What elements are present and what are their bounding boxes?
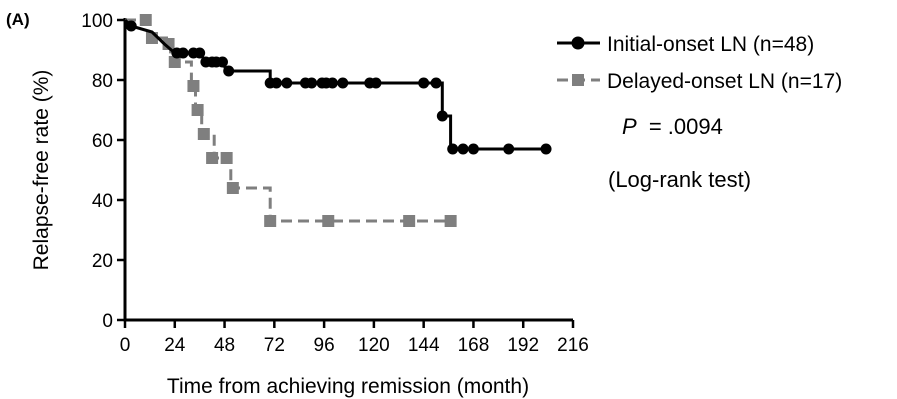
point-initial-12 (281, 77, 293, 89)
x-tick-label-24: 24 (164, 335, 186, 356)
point-initial-27 (503, 143, 515, 155)
y-tick-label-40: 40 (92, 191, 113, 212)
y-tick-label-80: 80 (92, 71, 113, 92)
legend-item-delayed: Delayed-onset LN (n=17) (557, 70, 842, 93)
x-tick-label-216: 216 (557, 335, 589, 356)
point-delayed-9 (226, 182, 239, 194)
x-tick-label-48: 48 (214, 335, 235, 356)
point-initial-18 (337, 77, 349, 89)
point-initial-20 (370, 77, 382, 89)
point-delayed-10 (264, 215, 277, 227)
legend-label-delayed: Delayed-onset LN (n=17) (607, 70, 842, 93)
point-delayed-2 (162, 38, 175, 50)
point-initial-22 (430, 77, 442, 89)
point-initial-4 (194, 47, 206, 59)
y-tick-label-100: 100 (81, 11, 113, 32)
legend: Initial-onset LN (n=48) Delayed-onset LN… (557, 33, 842, 93)
y-tick-label-20: 20 (92, 251, 113, 272)
point-initial-26 (467, 143, 479, 155)
point-initial-2 (177, 47, 189, 59)
point-initial-11 (270, 77, 282, 89)
point-initial-17 (326, 77, 338, 89)
y-tick-label-60: 60 (92, 131, 113, 152)
p-value-text: = .0094 (649, 114, 723, 139)
point-delayed-7 (206, 152, 219, 164)
x-tick-label-0: 0 (120, 335, 131, 356)
point-delayed-8 (220, 152, 233, 164)
svg-text:P = .0094: P = .0094 (622, 114, 723, 139)
y-tick-label-0: 0 (102, 311, 113, 332)
point-delayed-11 (322, 215, 335, 227)
point-delayed-13 (444, 215, 457, 227)
point-initial-14 (306, 77, 318, 89)
point-initial-8 (216, 56, 228, 68)
x-tick-label-192: 192 (507, 335, 539, 356)
point-delayed-3 (168, 56, 181, 68)
point-delayed-0 (139, 14, 152, 26)
legend-marker-delayed (572, 74, 584, 86)
point-initial-21 (418, 77, 430, 89)
point-initial-23 (436, 110, 448, 122)
point-initial-24 (447, 143, 459, 155)
point-initial-28 (540, 143, 552, 155)
panel-label: (A) (6, 10, 30, 29)
x-axis-title: Time from achieving remission (month) (167, 375, 529, 398)
legend-label-initial: Initial-onset LN (n=48) (607, 33, 814, 56)
point-initial-9 (223, 65, 235, 77)
p-value-annotation: P = .0094 (622, 114, 723, 139)
legend-marker-initial (571, 36, 585, 50)
point-delayed-6 (197, 128, 210, 140)
x-tick-label-120: 120 (358, 335, 390, 356)
point-delayed-4 (187, 80, 200, 92)
p-value-symbol: P (622, 114, 637, 139)
x-tick-label-144: 144 (408, 335, 440, 356)
plot-area: 0 20 40 60 80 100 0 24 48 72 96 120 144 168 192 216 (81, 11, 589, 356)
x-tick-label-96: 96 (314, 335, 335, 356)
x-tick-label-168: 168 (458, 335, 490, 356)
point-delayed-5 (191, 104, 204, 116)
legend-item-initial: Initial-onset LN (n=48) (557, 33, 814, 56)
point-initial-25 (457, 143, 469, 155)
point-initial-0 (125, 20, 137, 32)
y-axis-title: Relapse-free rate (%) (30, 70, 53, 271)
x-tick-label-72: 72 (264, 335, 285, 356)
test-annotation: (Log-rank test) (608, 167, 751, 192)
point-delayed-12 (403, 215, 416, 227)
